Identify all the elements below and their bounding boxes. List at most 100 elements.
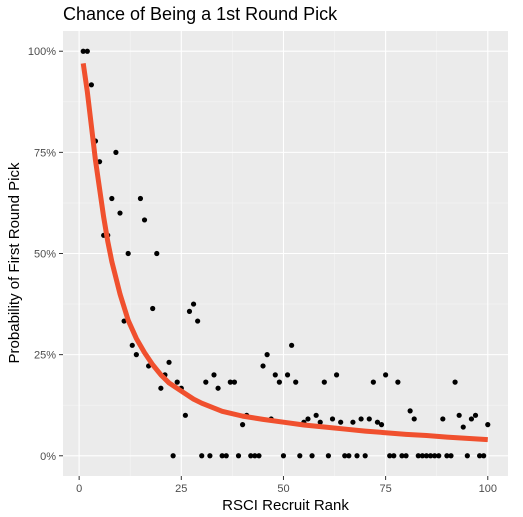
data-point (88, 82, 94, 88)
data-point (321, 379, 327, 385)
x-tick-label: 75 (379, 483, 391, 495)
fit-curve (80, 63, 488, 443)
data-point (276, 379, 282, 385)
data-point (366, 416, 372, 422)
data-point (227, 379, 233, 385)
data-point (370, 379, 376, 385)
x-tick-label: 25 (175, 483, 187, 495)
data-point (440, 416, 446, 422)
y-tick-label: 0% (40, 451, 56, 463)
data-point (419, 453, 425, 459)
data-point (387, 453, 393, 459)
data-point (354, 453, 360, 459)
data-point (129, 342, 135, 348)
data-point (256, 453, 262, 459)
data-point (407, 408, 413, 414)
data-point (158, 385, 164, 391)
data-point (485, 422, 491, 428)
data-point (109, 195, 115, 202)
data-point (264, 352, 270, 358)
data-point (280, 453, 287, 459)
data-point (325, 453, 332, 459)
data-point (358, 416, 364, 422)
x-tick-label: 50 (277, 483, 289, 495)
data-point (423, 453, 430, 459)
data-point (211, 372, 217, 378)
x-axis-title: RSCI Recruit Rank (222, 497, 349, 514)
data-point (137, 195, 144, 202)
data-point (293, 379, 299, 385)
chart-title: Chance of Being a 1st Round Pick (63, 4, 338, 24)
x-tick-label: 100 (479, 483, 497, 495)
data-point (403, 453, 409, 459)
data-point (362, 453, 368, 459)
data-point (472, 412, 479, 418)
data-point (239, 422, 246, 428)
data-point (203, 379, 209, 385)
data-point (199, 453, 205, 459)
data-point (350, 419, 356, 425)
data-point (338, 419, 344, 425)
data-point (125, 250, 131, 257)
data-point (182, 412, 188, 418)
data-point (141, 217, 148, 223)
data-point (235, 453, 242, 459)
data-point (333, 372, 340, 378)
data-point (150, 305, 156, 312)
data-point (117, 210, 123, 216)
x-tick-label: 0 (76, 483, 82, 495)
data-point (284, 372, 291, 378)
data-point (346, 453, 352, 459)
data-point (329, 416, 336, 422)
data-point (305, 416, 311, 422)
data-point (252, 453, 258, 459)
data-point (166, 359, 172, 365)
data-point (448, 453, 454, 459)
data-point (223, 453, 229, 459)
data-point (309, 453, 315, 459)
data-point (391, 453, 397, 459)
data-point (215, 385, 221, 391)
data-point (436, 453, 442, 459)
data-point (452, 379, 458, 385)
x-axis-ticks: 0 25 50 75 100 (76, 476, 497, 495)
data-point (399, 453, 405, 459)
data-point (186, 308, 193, 314)
data-point (174, 379, 180, 385)
y-tick-label: 75% (34, 147, 56, 159)
data-point (272, 372, 278, 378)
data-point (121, 318, 127, 324)
data-point (248, 453, 254, 459)
data-point (84, 48, 90, 54)
data-point (195, 318, 201, 324)
data-point (297, 453, 303, 459)
data-point (411, 416, 417, 422)
data-point (444, 453, 450, 459)
data-point (468, 416, 475, 422)
data-point (378, 422, 385, 428)
data-point (342, 453, 348, 459)
data-point (154, 250, 160, 257)
data-points (80, 48, 491, 459)
data-point (219, 453, 225, 459)
y-tick-label: 25% (34, 350, 56, 362)
data-point (289, 342, 295, 348)
data-point (133, 352, 139, 358)
data-point (427, 453, 434, 459)
data-point (456, 412, 462, 418)
data-point (383, 372, 389, 378)
data-point (317, 419, 323, 425)
data-point (170, 453, 176, 459)
data-point (477, 453, 483, 459)
data-point (395, 379, 401, 385)
y-tick-label: 100% (28, 46, 56, 58)
data-point (481, 453, 487, 459)
data-point (464, 453, 470, 459)
data-point (374, 419, 381, 425)
data-point (80, 48, 86, 54)
y-axis-ticks: 0% 25% 50% 75% 100% (28, 46, 63, 463)
data-point (432, 453, 438, 459)
data-point (231, 379, 238, 385)
data-point (207, 453, 213, 459)
